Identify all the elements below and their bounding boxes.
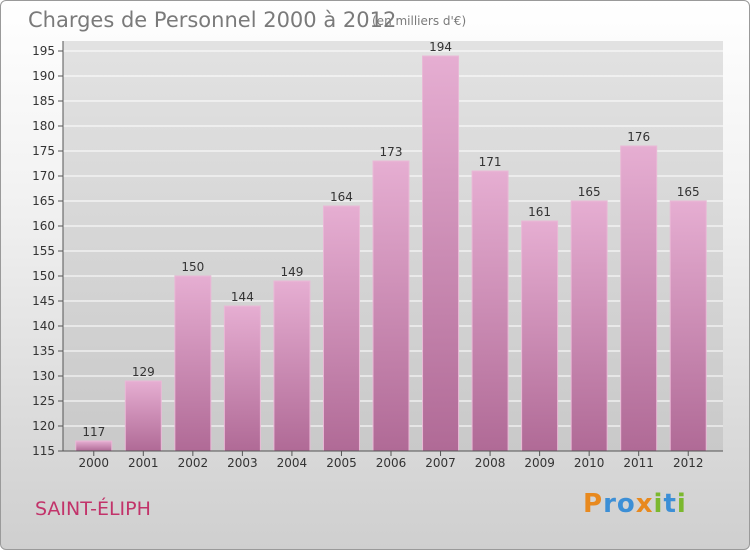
chart-title: Charges de Personnel 2000 à 2012 bbox=[28, 8, 397, 32]
value-label: 165 bbox=[578, 185, 601, 199]
y-tick-label: 140 bbox=[32, 319, 55, 333]
value-label: 171 bbox=[479, 155, 502, 169]
y-tick-label: 175 bbox=[32, 144, 55, 158]
bar bbox=[372, 160, 410, 452]
x-tick-labels: 2000 2001 2002 2003 2004 2005 2006 2007 2008 2009… bbox=[78, 451, 704, 470]
x-tick-label: 2001 bbox=[128, 456, 159, 470]
x-tick-label: 2012 bbox=[673, 456, 704, 470]
bar bbox=[174, 275, 212, 452]
y-tick-label: 120 bbox=[32, 419, 55, 433]
x-tick-label: 2007 bbox=[425, 456, 456, 470]
bar bbox=[669, 200, 707, 452]
bar bbox=[620, 145, 658, 452]
x-tick-label: 2000 bbox=[78, 456, 109, 470]
bar bbox=[521, 220, 559, 452]
y-tick-label: 190 bbox=[32, 69, 55, 83]
y-tick-label: 160 bbox=[32, 219, 55, 233]
value-label: 194 bbox=[429, 40, 452, 54]
value-label: 161 bbox=[528, 205, 551, 219]
bar bbox=[223, 305, 261, 452]
x-tick-label: 2011 bbox=[623, 456, 654, 470]
chart-subtitle: (en milliers d'€) bbox=[372, 14, 467, 28]
bar bbox=[422, 55, 460, 452]
y-tick-label: 165 bbox=[32, 194, 55, 208]
value-label: 164 bbox=[330, 190, 353, 204]
y-tick-label: 155 bbox=[32, 244, 55, 258]
x-tick-label: 2004 bbox=[277, 456, 308, 470]
y-tick-label: 195 bbox=[32, 44, 55, 58]
value-label: 176 bbox=[627, 130, 650, 144]
y-tick-label: 125 bbox=[32, 394, 55, 408]
x-tick-label: 2005 bbox=[326, 456, 357, 470]
logo-letter: i bbox=[676, 489, 687, 519]
proxiti-logo: Proxiti bbox=[583, 489, 687, 519]
x-tick-label: 2003 bbox=[227, 456, 258, 470]
bar bbox=[570, 200, 608, 452]
y-tick-label: 185 bbox=[32, 94, 55, 108]
value-label: 173 bbox=[380, 145, 403, 159]
y-tick-label: 130 bbox=[32, 369, 55, 383]
y-tick-label: 180 bbox=[32, 119, 55, 133]
y-tick-label: 170 bbox=[32, 169, 55, 183]
bar bbox=[471, 170, 509, 452]
x-tick-label: 2002 bbox=[178, 456, 209, 470]
logo-letter: i bbox=[653, 489, 664, 519]
value-label: 129 bbox=[132, 365, 155, 379]
bar bbox=[124, 380, 162, 452]
commune-name: SAINT-ÉLIPH bbox=[35, 498, 151, 520]
x-tick-label: 2008 bbox=[475, 456, 506, 470]
value-label: 165 bbox=[677, 185, 700, 199]
y-tick-label: 145 bbox=[32, 294, 55, 308]
bars-group bbox=[75, 55, 707, 452]
bar bbox=[322, 205, 360, 452]
x-tick-label: 2010 bbox=[574, 456, 605, 470]
y-tick-label: 135 bbox=[32, 344, 55, 358]
axes bbox=[62, 41, 723, 452]
y-tick-label: 150 bbox=[32, 269, 55, 283]
value-labels: 117 129 150 144 149 164 173 194 171 161 165 176 165 bbox=[82, 40, 699, 439]
value-label: 150 bbox=[181, 260, 204, 274]
bar bbox=[273, 280, 311, 452]
bar bbox=[75, 440, 113, 452]
value-label: 144 bbox=[231, 290, 254, 304]
logo-letter: P bbox=[583, 489, 604, 519]
x-tick-label: 2006 bbox=[376, 456, 407, 470]
value-label: 149 bbox=[280, 265, 303, 279]
y-tick-label: 115 bbox=[32, 444, 55, 458]
x-tick-label: 2009 bbox=[524, 456, 555, 470]
value-label: 117 bbox=[82, 425, 105, 439]
logo-letter: o bbox=[616, 489, 636, 519]
logo-letter: x bbox=[635, 489, 654, 519]
logo-letter: r bbox=[603, 489, 617, 519]
logo-letter: t bbox=[663, 489, 677, 519]
y-tick-labels: 115 120 125 130 135 140 145 150 155 160 165 170 175 1… bbox=[32, 44, 63, 458]
